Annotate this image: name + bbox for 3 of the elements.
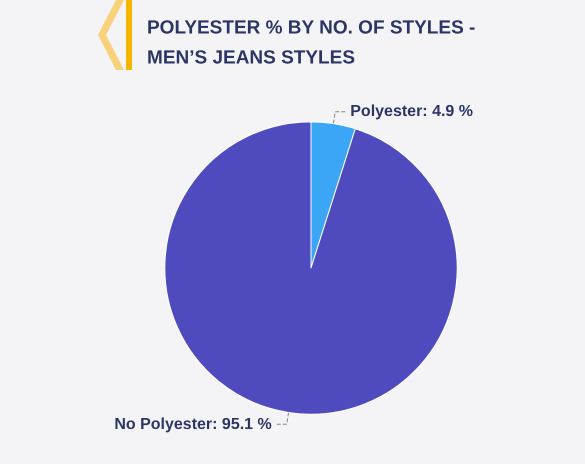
slice-label: Polyester: 4.9 % (350, 103, 473, 120)
slice-label: No Polyester: 95.1 % (114, 416, 272, 433)
chart-title: POLYESTER % BY NO. OF STYLES - MEN’S JEANS STYLES (147, 18, 481, 68)
